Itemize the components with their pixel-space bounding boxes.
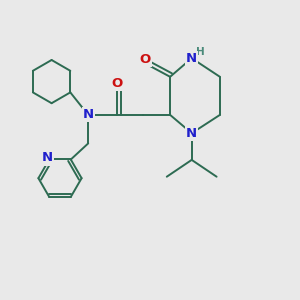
Text: O: O bbox=[111, 76, 122, 90]
Text: N: N bbox=[42, 152, 53, 164]
Text: N: N bbox=[186, 52, 197, 65]
Text: N: N bbox=[82, 108, 94, 122]
Text: O: O bbox=[139, 53, 151, 66]
Text: N: N bbox=[186, 127, 197, 140]
Text: H: H bbox=[196, 46, 205, 57]
